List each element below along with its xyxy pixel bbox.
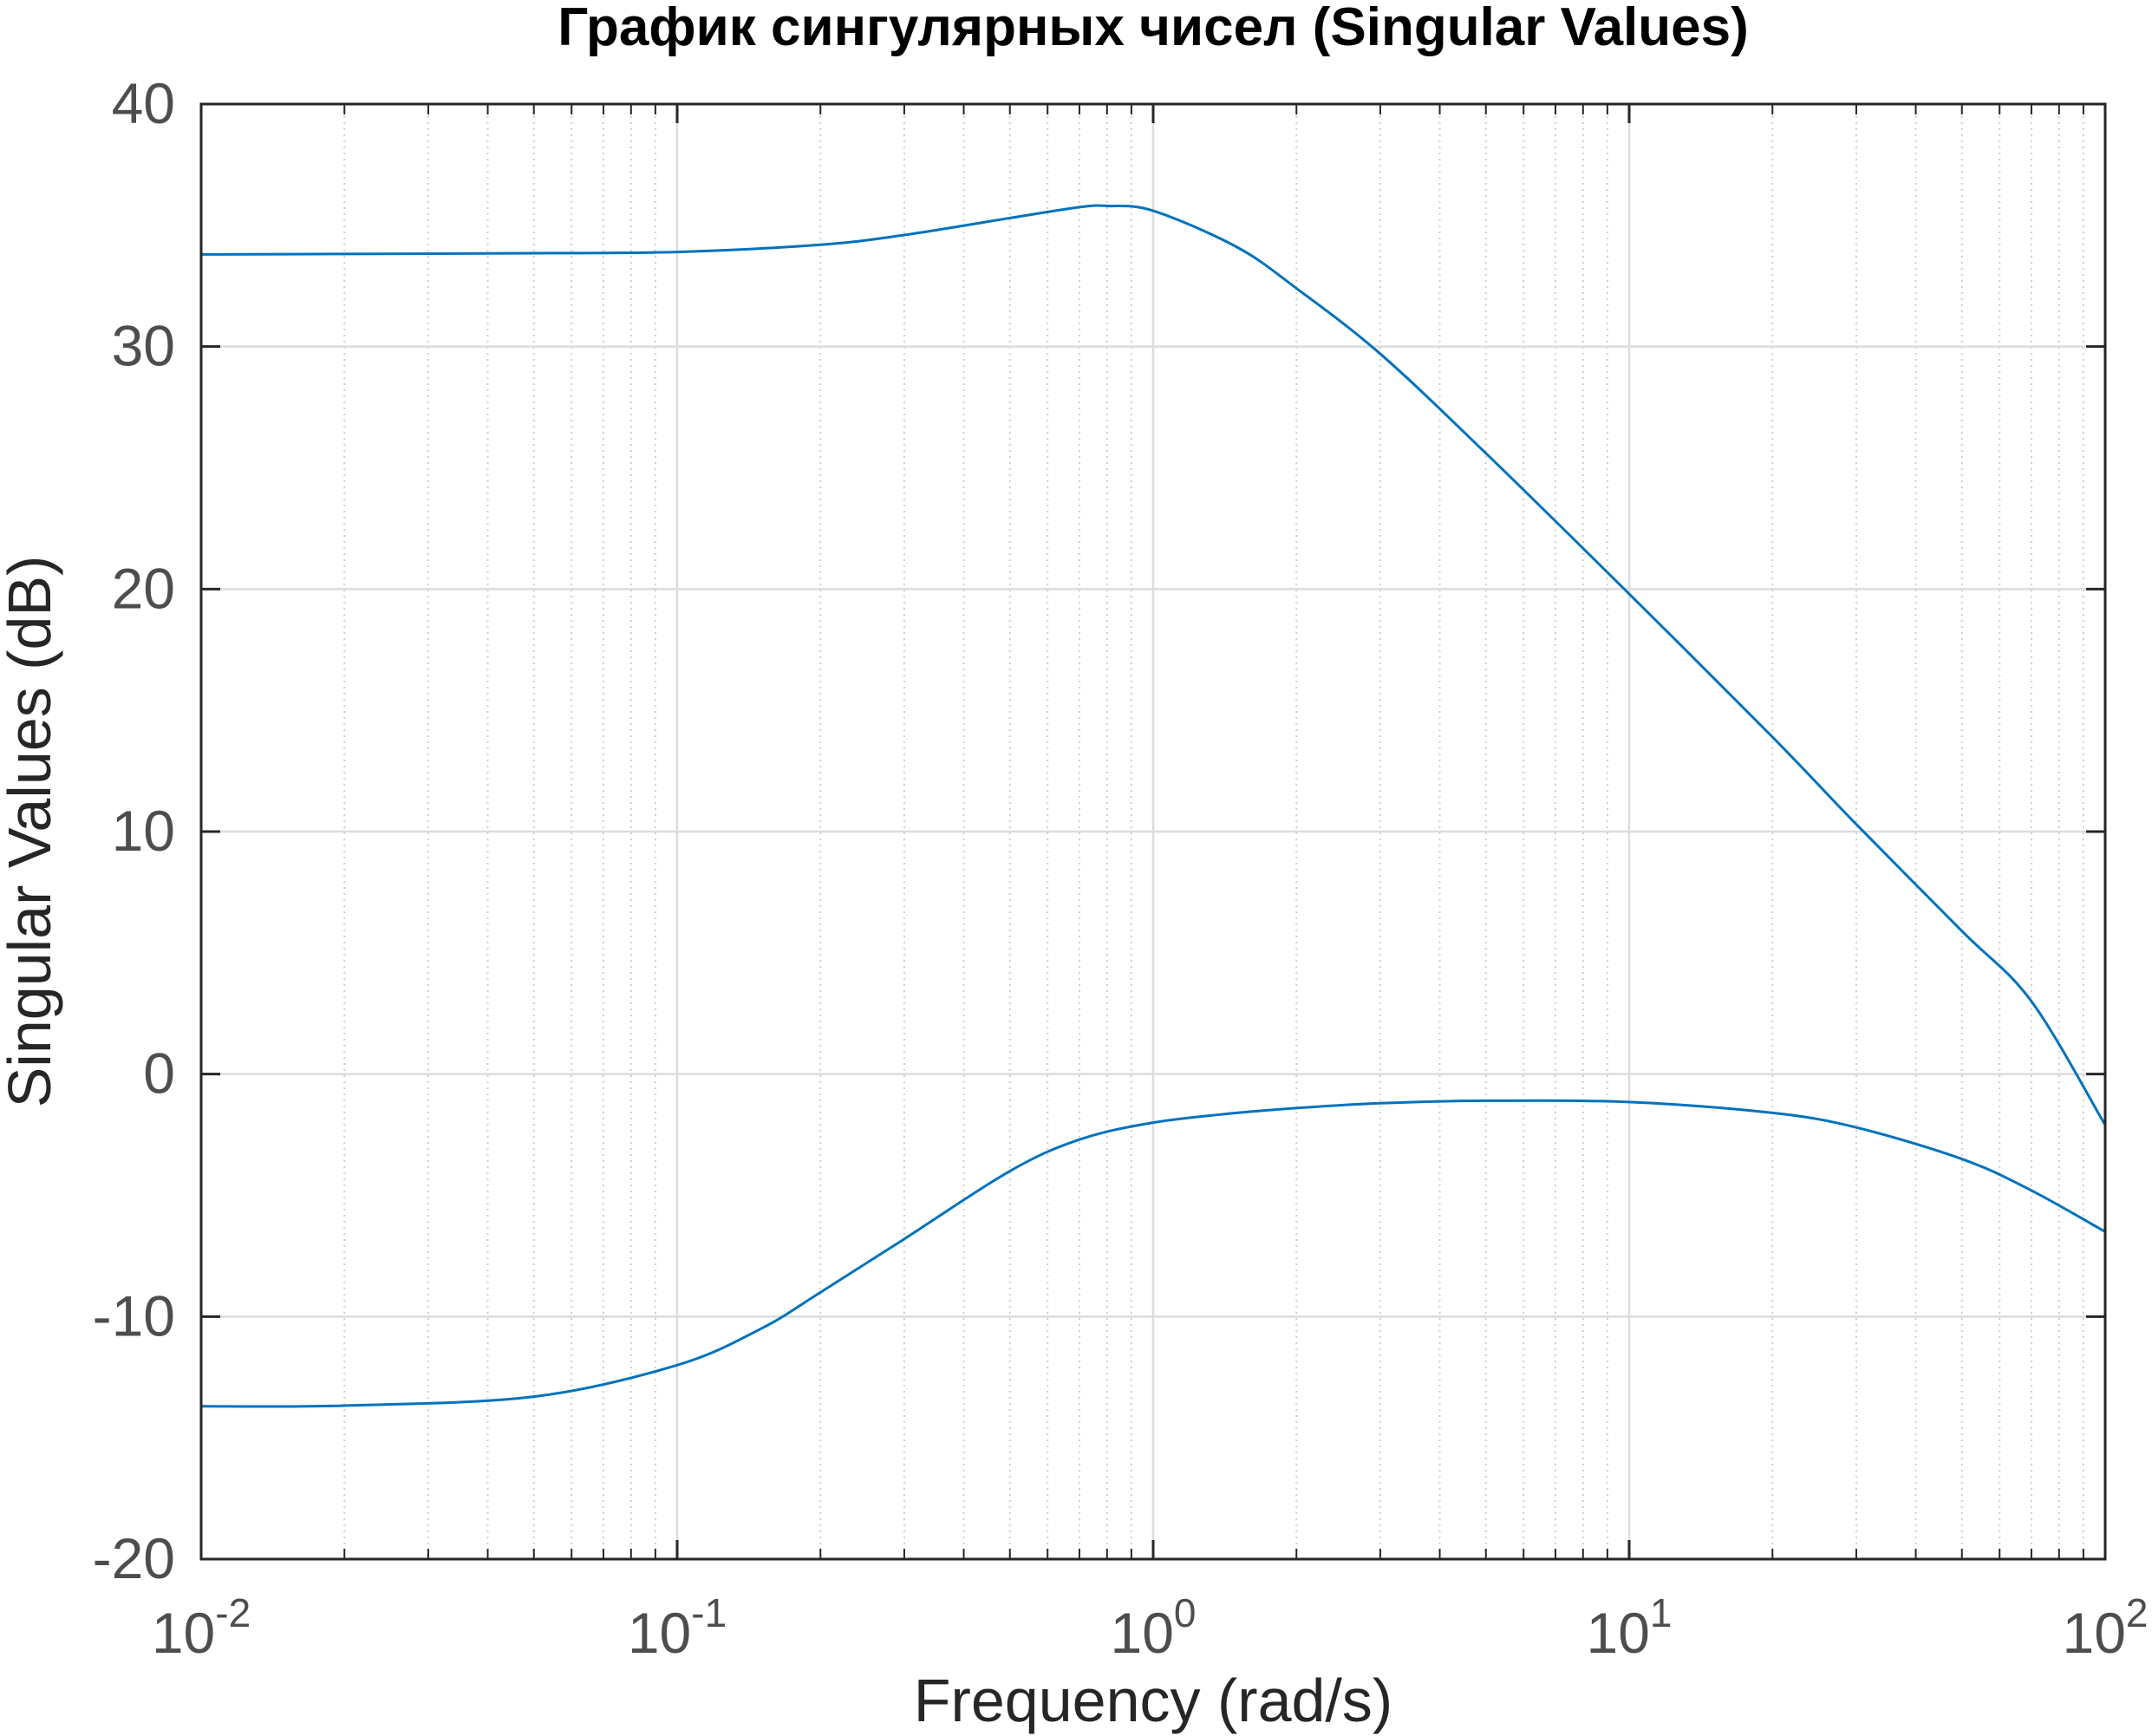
- x-axis-label: Frequency (rad/s): [914, 1667, 1392, 1734]
- x-tick-label: 102: [2062, 1590, 2148, 1665]
- x-tick-label: 101: [1586, 1590, 1672, 1665]
- chart-title: График сингулярных чисел (Singular Value…: [558, 0, 1749, 57]
- y-tick-label: 10: [112, 799, 175, 863]
- grid-layer: [199, 102, 2107, 1561]
- y-tick-label: 40: [112, 71, 175, 135]
- tick-layer: [199, 102, 2107, 1561]
- y-tick-label: 0: [143, 1041, 175, 1106]
- x-tick-label: 100: [1110, 1590, 1196, 1665]
- y-tick-label: -10: [93, 1283, 175, 1348]
- y-axis-label: Singular Values (dB): [0, 556, 63, 1108]
- y-tick-label: -20: [93, 1526, 175, 1590]
- y-tick-label: 20: [112, 556, 175, 620]
- singular-value-line-1: [200, 204, 2107, 1126]
- y-tick-label: 30: [112, 314, 175, 378]
- singular-value-line-2: [200, 1099, 2106, 1408]
- series-layer: [200, 204, 2107, 1408]
- x-tick-label: 10-1: [628, 1590, 727, 1665]
- x-tick-label: 10-2: [152, 1590, 251, 1665]
